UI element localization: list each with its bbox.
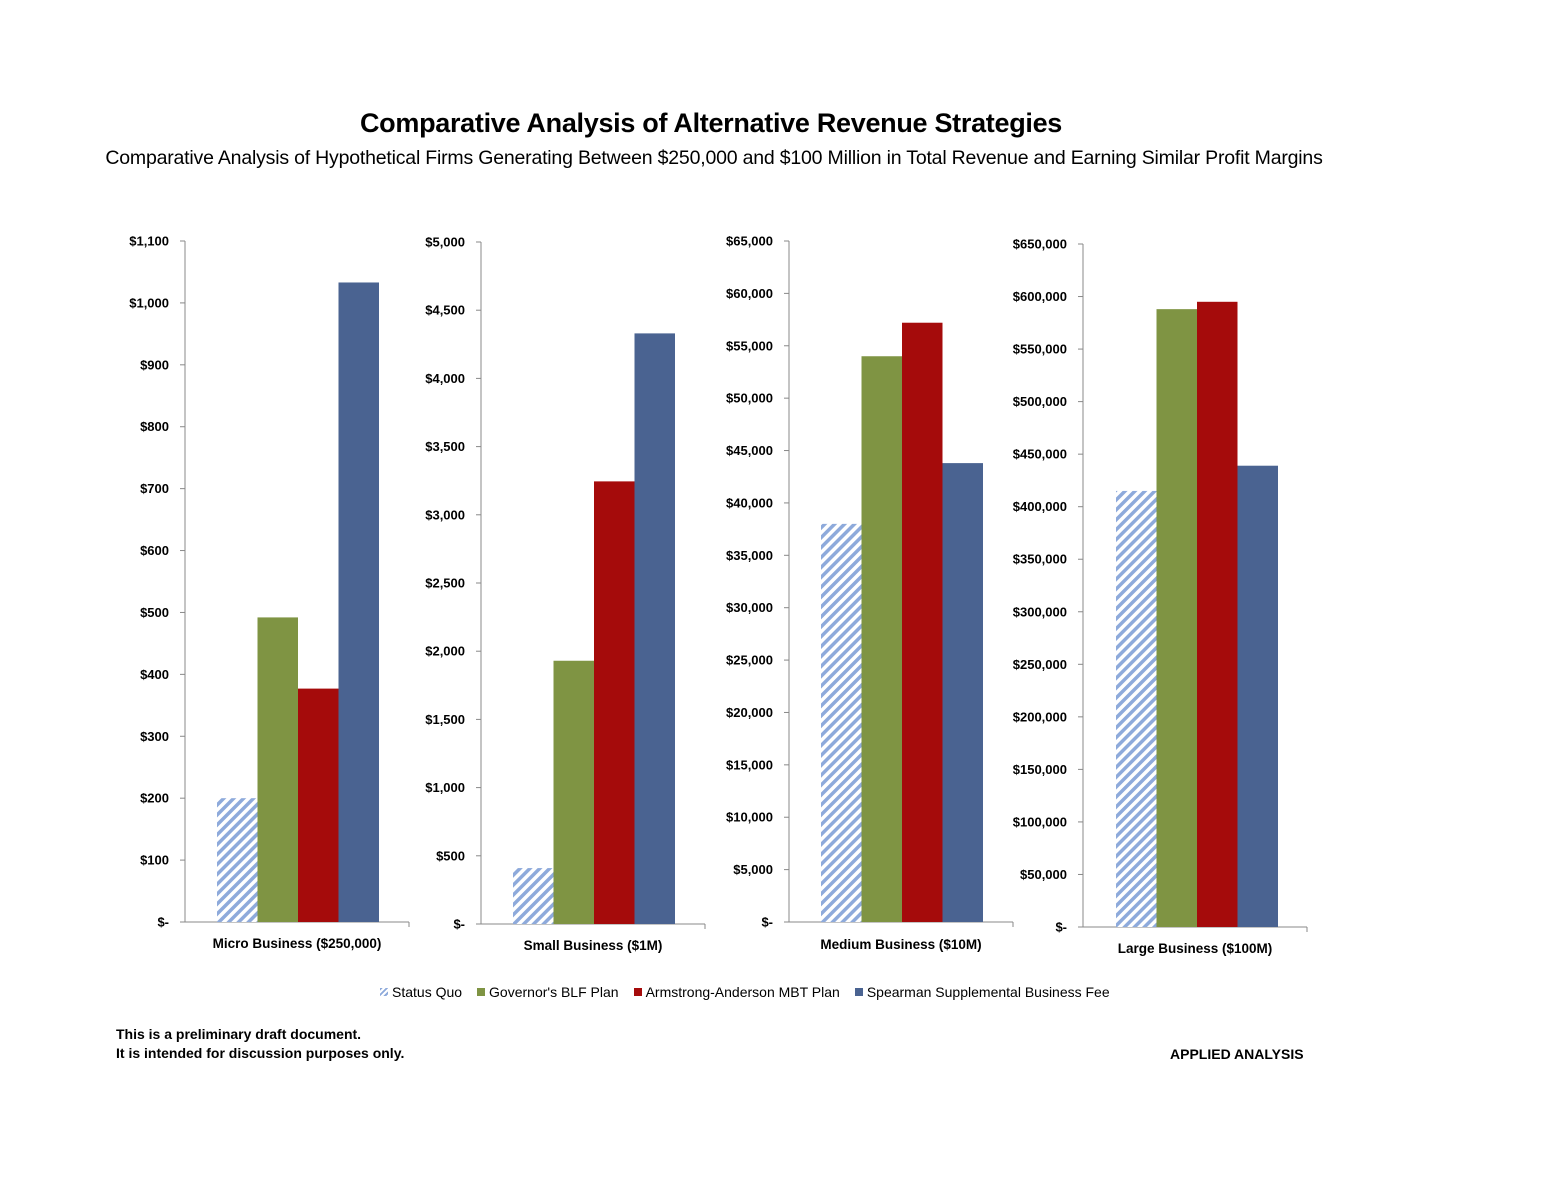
y-tick-label: $5,000 bbox=[425, 235, 465, 250]
y-tick-label: $3,500 bbox=[425, 439, 465, 454]
y-tick-label: $25,000 bbox=[726, 653, 773, 668]
y-tick-label: $- bbox=[453, 917, 465, 932]
chart-title: Comparative Analysis of Alternative Reve… bbox=[359, 108, 1063, 138]
category-label: Micro Business ($250,000) bbox=[213, 936, 382, 951]
bar-status-quo bbox=[821, 523, 862, 922]
y-tick-label: $350,000 bbox=[1013, 552, 1067, 567]
y-tick-label: $35,000 bbox=[726, 548, 773, 563]
bar-spearman-supplemental-business-fee bbox=[338, 282, 379, 922]
bar-spearman-supplemental-business-fee bbox=[1237, 465, 1278, 927]
y-tick-label: $4,000 bbox=[425, 371, 465, 386]
y-tick-label: $4,500 bbox=[425, 303, 465, 318]
y-tick-label: $250,000 bbox=[1013, 657, 1067, 672]
legend-item-status-quo: Status Quo bbox=[380, 984, 462, 1000]
legend-label-armstrong: Armstrong-Anderson MBT Plan bbox=[645, 984, 840, 1000]
y-tick-label: $700 bbox=[140, 481, 169, 496]
bar-spearman-supplemental-business-fee bbox=[634, 333, 675, 924]
y-tick-label: $600 bbox=[140, 543, 169, 558]
y-tick-label: $1,000 bbox=[425, 780, 465, 795]
y-tick-label: $50,000 bbox=[1020, 867, 1067, 882]
panel-medium-business-10m: $- $5,000 $10,000 $15,000 $20,000 $25,000 $30,… bbox=[726, 234, 1014, 952]
legend-label-status-quo: Status Quo bbox=[392, 984, 463, 1000]
y-tick-label: $1,000 bbox=[129, 295, 169, 310]
y-tick-label: $2,500 bbox=[425, 576, 465, 591]
legend-label-governor: Governor's BLF Plan bbox=[489, 984, 619, 1000]
bar-status-quo bbox=[1116, 490, 1157, 927]
bar-armstrong-anderson-mbt-plan bbox=[594, 481, 635, 924]
y-tick-label: $600,000 bbox=[1013, 289, 1067, 304]
y-tick-label: $200 bbox=[140, 791, 169, 806]
y-tick-label: $400 bbox=[140, 667, 169, 682]
bar-spearman-supplemental-business-fee bbox=[942, 463, 983, 922]
y-tick-label: $- bbox=[761, 915, 773, 930]
y-tick-label: $650,000 bbox=[1013, 237, 1067, 252]
y-tick-label: $550,000 bbox=[1013, 342, 1067, 357]
y-tick-label: $10,000 bbox=[726, 810, 773, 825]
category-label: Medium Business ($10M) bbox=[820, 937, 981, 952]
brand-label: APPLIED ANALYSIS bbox=[1170, 1046, 1304, 1062]
legend-label-spearman: Spearman Supplemental Business Fee bbox=[866, 984, 1110, 1000]
bar-governor-s-blf-plan bbox=[861, 356, 902, 922]
bar-status-quo bbox=[513, 868, 554, 924]
bar-governor-s-blf-plan bbox=[1156, 309, 1197, 927]
panel-small-business-1m: $- $500 $1,000 $1,500 $2,000 $2,500 $3,000 $3,5… bbox=[425, 235, 706, 953]
bar-armstrong-anderson-mbt-plan bbox=[902, 322, 943, 923]
y-tick-label: $45,000 bbox=[726, 443, 773, 458]
legend-item-armstrong: Armstrong-Anderson MBT Plan bbox=[633, 984, 840, 1000]
y-tick-label: $65,000 bbox=[726, 234, 773, 249]
legend-swatch-status-quo bbox=[380, 988, 388, 996]
draft-note-line-1: This is a preliminary draft document. bbox=[116, 1026, 362, 1042]
legend-item-governor: Governor's BLF Plan bbox=[477, 984, 619, 1000]
y-tick-label: $100 bbox=[140, 853, 169, 868]
y-tick-label: $1,500 bbox=[425, 712, 465, 727]
bar-governor-s-blf-plan bbox=[257, 617, 298, 922]
bar-governor-s-blf-plan bbox=[553, 660, 594, 924]
legend-swatch-armstrong bbox=[633, 988, 642, 996]
y-tick-label: $500 bbox=[140, 605, 169, 620]
y-tick-label: $200,000 bbox=[1013, 709, 1067, 724]
y-tick-label: $50,000 bbox=[726, 391, 773, 406]
y-tick-label: $20,000 bbox=[726, 705, 773, 720]
legend-item-spearman: Spearman Supplemental Business Fee bbox=[854, 984, 1110, 1000]
y-tick-label: $900 bbox=[140, 357, 169, 372]
panel-micro-business-250-000: $- $100 $200 $300 $400 $500 $600 $700 $800 $900 $1… bbox=[129, 234, 410, 951]
legend-swatch-governor bbox=[477, 988, 486, 996]
y-tick-label: $5,000 bbox=[733, 862, 773, 877]
y-tick-label: $40,000 bbox=[726, 495, 773, 510]
panel-large-business-100m: $- $50,000 $100,000 $150,000 $200,000 $250,00… bbox=[1013, 237, 1308, 956]
draft-note: This is a preliminary draft document. It… bbox=[116, 1025, 404, 1063]
y-tick-label: $300,000 bbox=[1013, 604, 1067, 619]
bar-status-quo bbox=[217, 798, 258, 922]
y-tick-label: $500 bbox=[436, 848, 465, 863]
y-tick-label: $450,000 bbox=[1013, 447, 1067, 462]
y-tick-label: $100,000 bbox=[1013, 814, 1067, 829]
category-label: Large Business ($100M) bbox=[1118, 941, 1273, 956]
y-tick-label: $500,000 bbox=[1013, 394, 1067, 409]
y-tick-label: $300 bbox=[140, 729, 169, 744]
y-tick-label: $800 bbox=[140, 419, 169, 434]
y-tick-label: $- bbox=[1055, 920, 1067, 935]
legend-swatch-spearman bbox=[854, 988, 863, 996]
bar-armstrong-anderson-mbt-plan bbox=[298, 688, 339, 922]
draft-note-line-2: It is intended for discussion purposes o… bbox=[116, 1045, 405, 1061]
chart-subtitle: Comparative Analysis of Hypothetical Fir… bbox=[105, 147, 1323, 169]
y-tick-label: $- bbox=[157, 915, 169, 930]
y-tick-label: $3,000 bbox=[425, 507, 465, 522]
y-tick-label: $15,000 bbox=[726, 757, 773, 772]
legend: Status Quo Governor's BLF Plan Armstrong… bbox=[380, 984, 1125, 1000]
y-tick-label: $60,000 bbox=[726, 286, 773, 301]
y-tick-label: $1,100 bbox=[129, 234, 169, 249]
y-tick-label: $30,000 bbox=[726, 600, 773, 615]
y-tick-label: $400,000 bbox=[1013, 499, 1067, 514]
y-tick-label: $55,000 bbox=[726, 338, 773, 353]
category-label: Small Business ($1M) bbox=[524, 938, 663, 953]
bar-armstrong-anderson-mbt-plan bbox=[1197, 301, 1238, 927]
y-tick-label: $2,000 bbox=[425, 644, 465, 659]
y-tick-label: $150,000 bbox=[1013, 762, 1067, 777]
